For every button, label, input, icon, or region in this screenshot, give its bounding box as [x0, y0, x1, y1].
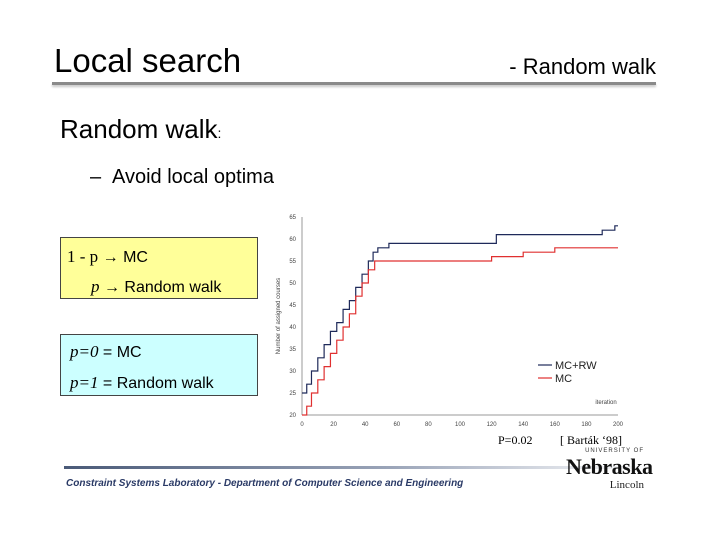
footer-divider: [64, 466, 654, 469]
y-axis-label: Number of assigned courses: [276, 278, 282, 354]
legend-label-1: MC+RW: [555, 360, 597, 372]
x-tick-label: 180: [581, 422, 592, 428]
bullet-item: – Avoid local optima: [90, 166, 274, 189]
logo-main-text: Nebraska: [566, 454, 653, 479]
line-chart: 20 25 30 35 40 45 50 55 60 65 0 20 40 60 80 100 120 140 16…: [276, 215, 624, 428]
x-tick-label: 140: [518, 422, 529, 428]
topic-label: Random walk: [60, 114, 218, 144]
y-tick-label: 50: [289, 281, 296, 287]
citation-ref: [ Barták ‘98]: [560, 433, 622, 447]
box2-line2-text: = Random walk: [98, 375, 214, 392]
bullet-text: Avoid local optima: [112, 166, 274, 188]
series-line-1: [302, 225, 618, 394]
box1-line1-math: 1 - p: [67, 247, 99, 266]
box2-line1-math: p=0: [70, 342, 99, 361]
y-tick-label: 60: [289, 237, 296, 243]
bullet-dash: –: [90, 166, 102, 188]
topic-heading: Random walk:: [60, 114, 221, 145]
x-axis-label: iteration: [595, 400, 616, 406]
box2-line1: p=0 = MC: [70, 342, 142, 362]
x-tick-label: 200: [613, 422, 624, 428]
x-tick-label: 80: [425, 422, 432, 428]
box1-line2: p → Random walk: [91, 277, 221, 297]
slide-title: Local search: [54, 42, 242, 79]
box1-line1: 1 - p → MC: [67, 247, 148, 267]
box1-line2-text: → Random walk: [99, 279, 222, 296]
y-tick-label: 65: [289, 215, 296, 221]
probability-box: 1 - p → MC p → Random walk: [60, 237, 258, 299]
series-line-2: [302, 247, 618, 416]
box2-line2: p=1 = Random walk: [70, 373, 214, 393]
x-tick-label: 40: [362, 422, 369, 428]
cases-box: p=0 = MC p=1 = Random walk: [60, 334, 258, 396]
box2-line2-math: p=1: [70, 373, 99, 392]
y-tick-label: 40: [289, 325, 296, 331]
x-tick-label: 100: [455, 422, 466, 428]
x-tick-label: 160: [550, 422, 561, 428]
box1-line2-math: p: [91, 277, 100, 296]
x-tick-label: 120: [487, 422, 498, 428]
box2-line1-text: = MC: [98, 344, 142, 361]
logo-top-text: UNIVERSITY OF: [585, 448, 644, 454]
box1-line1-text: → MC: [98, 249, 148, 266]
logo-sub-text: Lincoln: [609, 479, 644, 491]
y-tick-label: 30: [289, 369, 296, 375]
university-logo: UNIVERSITY OF Nebraska Lincoln: [566, 448, 653, 494]
topic-colon: :: [217, 125, 222, 141]
x-tick-label: 60: [393, 422, 400, 428]
footer-text: Constraint Systems Laboratory - Departme…: [66, 478, 464, 489]
x-tick-label: 0: [300, 422, 304, 428]
y-tick-label: 45: [289, 303, 296, 309]
title-divider: [52, 82, 656, 85]
legend-label-2: MC: [555, 373, 572, 385]
citation-p: P=0.02: [498, 433, 533, 447]
x-tick-label: 20: [330, 422, 337, 428]
y-tick-label: 55: [289, 259, 296, 265]
y-tick-label: 25: [289, 391, 296, 397]
slide-subtitle: - Random walk: [509, 54, 656, 79]
y-tick-label: 20: [289, 413, 296, 419]
y-tick-label: 35: [289, 347, 296, 353]
